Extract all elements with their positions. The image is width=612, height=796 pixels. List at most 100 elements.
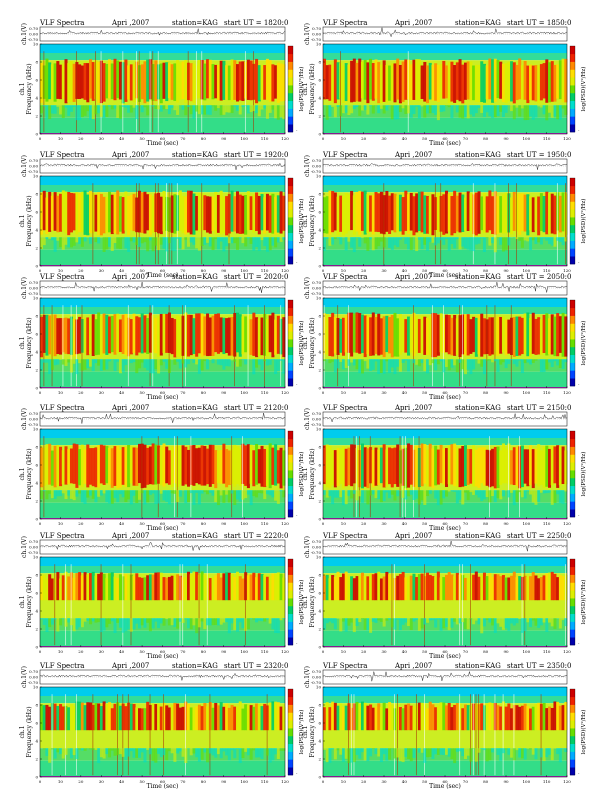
spectrogram-column	[464, 445, 467, 486]
sferic-streak	[52, 305, 53, 386]
spectrogram-speckle	[497, 105, 500, 116]
time-tick-label: 30	[99, 390, 105, 395]
spectrogram-speckle	[418, 105, 421, 118]
spectrogram-column	[383, 444, 386, 487]
spectrogram-speckle	[380, 490, 383, 502]
spectrogram-speckle	[450, 618, 453, 627]
ch1-axis-label: ch.1(V)	[304, 277, 311, 299]
time-tick-label: 120	[563, 390, 571, 395]
spectrogram-column	[353, 195, 356, 234]
spectrogram-column	[553, 574, 556, 600]
spectrogram-speckle	[220, 359, 223, 365]
spectrogram-column	[97, 192, 100, 235]
spectrogram-speckle	[124, 359, 127, 365]
spectrogram-column	[459, 59, 462, 101]
spectrogram-speckle	[241, 490, 244, 499]
spectrogram-column	[114, 577, 117, 601]
spectrogram-column	[190, 63, 193, 101]
spectrogram-column	[393, 313, 396, 357]
colorbar-segment	[570, 316, 575, 324]
spectrogram-column	[269, 60, 272, 102]
colorbar-segment	[570, 363, 575, 371]
spectrogram-speckle	[154, 618, 157, 621]
spectrogram-column	[84, 705, 87, 730]
spectrogram-column	[356, 63, 359, 101]
spectrogram-speckle	[423, 359, 426, 371]
spectrogram-column	[111, 572, 114, 600]
colorbar-segment	[570, 447, 575, 455]
spectrogram-column	[453, 705, 456, 730]
spectrogram-column	[339, 319, 342, 353]
spectrogram-speckle	[206, 490, 209, 494]
spectrogram-speckle	[157, 748, 160, 754]
freq-tick-label: 10	[33, 174, 39, 179]
spectrogram-column	[255, 317, 258, 357]
panel-title: VLF Spectra	[322, 532, 367, 540]
sferic-streak	[394, 694, 395, 775]
spectrogram-speckle	[92, 618, 95, 621]
spectrogram-speckle	[89, 359, 92, 366]
panel-station: station=KAG	[172, 19, 218, 27]
time-tick-label: 10	[58, 779, 64, 784]
time-tick-label: 10	[58, 390, 64, 395]
panel-start-ut: start UT = 2320:0	[224, 662, 288, 670]
spectrogram-speckle	[65, 105, 68, 108]
time-tick-label: 50	[140, 390, 146, 395]
spectrogram-speckle	[114, 359, 117, 371]
spectrogram-column	[350, 191, 353, 230]
spectrogram-column	[442, 61, 445, 99]
spectrogram-speckle	[548, 237, 551, 244]
spectrogram-column	[391, 705, 394, 730]
spectrogram-speckle	[345, 237, 348, 250]
spectrogram-column	[154, 445, 157, 485]
spectrogram-column	[160, 197, 163, 234]
spectrogram-column	[160, 63, 163, 103]
spectrogram-column	[59, 579, 62, 601]
spectrogram-speckle	[421, 359, 424, 363]
spectrogram-speckle	[483, 237, 486, 252]
spectrogram-column	[45, 198, 48, 234]
spectrogram-speckle	[135, 105, 138, 119]
spectrogram-speckle	[135, 618, 138, 623]
spectrogram-speckle	[198, 105, 201, 114]
colorbar-segment	[570, 478, 575, 486]
spectrogram-column	[524, 449, 527, 483]
spectrogram-speckle	[380, 618, 383, 622]
freq-tick-label: 8	[35, 60, 38, 65]
spectrogram-speckle	[358, 490, 361, 496]
spectrogram-speckle	[559, 748, 562, 762]
spectrogram-speckle	[51, 359, 54, 370]
ch1-axis-label: ch.1(V)	[304, 155, 311, 177]
spectrogram-speckle	[154, 748, 157, 762]
spectrogram-column	[339, 196, 342, 232]
time-tick-label: 120	[281, 390, 289, 395]
spectrogram-speckle	[323, 618, 326, 629]
spectrogram-speckle	[331, 105, 334, 107]
spectrogram-speckle	[461, 105, 464, 118]
spectrogram-column	[269, 443, 272, 488]
colorbar-segment	[570, 752, 575, 760]
spectrogram-column	[192, 64, 195, 103]
colorbar-segment	[288, 201, 293, 209]
spectrogram-speckle	[543, 105, 546, 114]
ch1-axis-label: ch.1(V)	[21, 155, 28, 177]
spectrogram-column	[545, 708, 548, 730]
spectrogram-column	[141, 708, 144, 730]
freq-tick-label: 10	[33, 685, 39, 690]
colorbar-segment	[570, 241, 575, 249]
spectrogram-column	[165, 447, 168, 484]
freq-axis-label: Frequency (kHz)	[26, 195, 33, 246]
spectrogram-column	[534, 65, 537, 101]
spectrogram-speckle	[399, 105, 402, 112]
spectrogram-speckle	[255, 105, 258, 113]
spectrogram-column	[225, 449, 228, 487]
sferic-streak	[169, 305, 170, 386]
spectrogram-speckle	[222, 237, 225, 251]
spectrogram-speckle	[540, 618, 543, 625]
spectrogram-column	[67, 63, 70, 102]
spectrogram-column	[358, 59, 361, 102]
spectrogram-speckle	[497, 618, 500, 623]
spectrogram-column	[464, 705, 467, 731]
spectrogram-speckle	[203, 748, 206, 752]
